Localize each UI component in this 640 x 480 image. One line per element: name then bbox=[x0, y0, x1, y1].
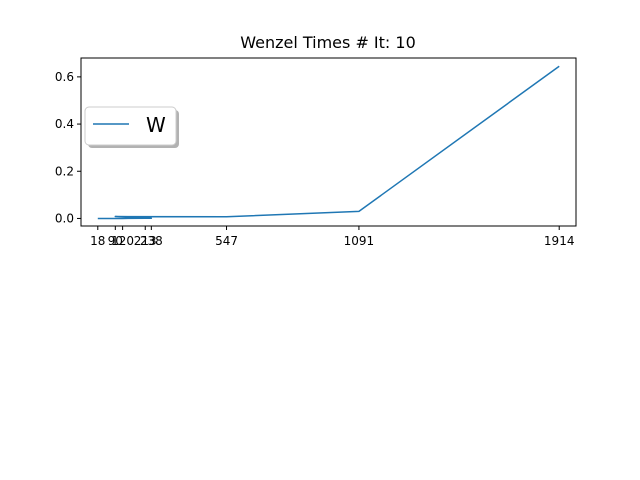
y-tick-label: 0.0 bbox=[55, 211, 74, 225]
x-tick-label: 1091 bbox=[344, 234, 375, 248]
y-tick-label: 0.2 bbox=[55, 164, 74, 178]
x-tick-label: 120 bbox=[111, 234, 134, 248]
x-tick-label: 547 bbox=[215, 234, 238, 248]
axes-frame bbox=[80, 57, 577, 227]
series-layer bbox=[97, 65, 560, 220]
legend-label: W bbox=[146, 113, 166, 137]
x-tick-label: 238 bbox=[140, 234, 163, 248]
y-tick-label: 0.6 bbox=[55, 70, 74, 84]
y-tick-label: 0.4 bbox=[55, 117, 74, 131]
series-line-0 bbox=[97, 65, 560, 220]
x-tick-label: 213 bbox=[134, 234, 157, 248]
legend-box bbox=[84, 106, 177, 146]
x-tick-label: 1914 bbox=[544, 234, 575, 248]
chart-title: Wenzel Times # It: 10 bbox=[240, 33, 416, 52]
x-tick-label: 18 bbox=[90, 234, 105, 248]
legend: W bbox=[84, 106, 179, 148]
x-tick-label: 90 bbox=[108, 234, 123, 248]
